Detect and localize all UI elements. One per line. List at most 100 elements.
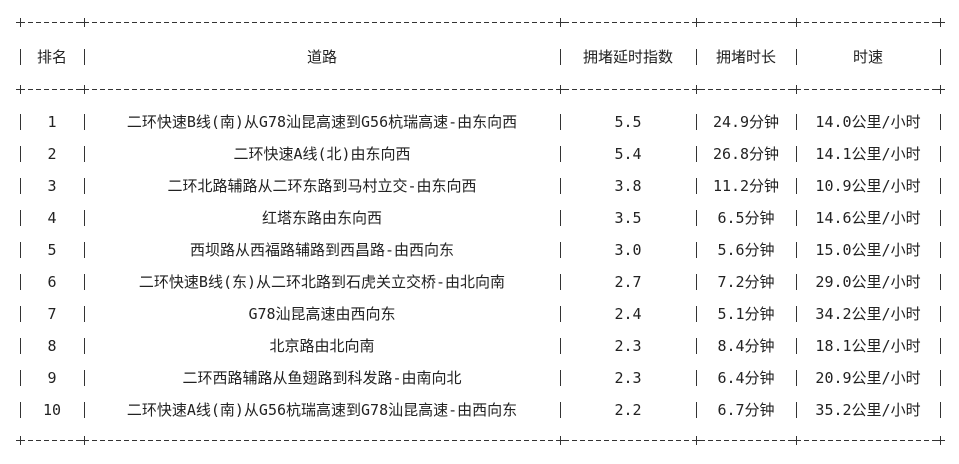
column-separator xyxy=(940,370,941,386)
table-row-cell: 5.5 xyxy=(614,113,642,131)
column-separator xyxy=(696,146,697,162)
column-separator xyxy=(560,402,561,418)
column-separator xyxy=(84,306,85,322)
table-row: 1 二环快速B线(南)从G78汕昆高速到G56杭瑞高速-由东向西 5.5 24.9分钟… xyxy=(0,112,959,132)
table-row-cell: 14.0公里/小时 xyxy=(815,113,921,131)
table-row-cell: 5 xyxy=(47,241,57,259)
border-corner xyxy=(556,18,565,27)
table-row-cell: 2 xyxy=(47,145,57,163)
column-separator xyxy=(560,114,561,130)
column-separator xyxy=(84,274,85,290)
table-row-cell: 二环快速B线(东)从二环北路到石虎关立交桥-由北向南 xyxy=(138,273,506,291)
table-row: 3 二环北路辅路从二环东路到马村立交-由东向西 3.8 11.2分钟 10.9公里/小时 xyxy=(0,176,959,196)
column-separator xyxy=(696,370,697,386)
column-separator xyxy=(84,210,85,226)
column-separator xyxy=(20,402,21,418)
column-separator xyxy=(84,338,85,354)
table-row-cell: 24.9分钟 xyxy=(712,113,780,131)
table-row: 9 二环西路辅路从鱼翅路到科发路-由南向北 2.3 6.4分钟 20.9公里/小时 xyxy=(0,368,959,388)
table-row: 6 二环快速B线(东)从二环北路到石虎关立交桥-由北向南 2.7 7.2分钟 29.0公… xyxy=(0,272,959,292)
column-separator xyxy=(796,306,797,322)
border-corner xyxy=(16,436,25,445)
table-row-cell: 6.5分钟 xyxy=(717,209,775,227)
border-corner xyxy=(692,18,701,27)
border-corner xyxy=(936,436,945,445)
table-border xyxy=(20,22,940,23)
table-row-cell: 35.2公里/小时 xyxy=(815,401,921,419)
column-separator xyxy=(940,210,941,226)
table-row-cell: 6.7分钟 xyxy=(717,401,775,419)
table-row-cell: 11.2分钟 xyxy=(712,177,780,195)
column-separator xyxy=(84,114,85,130)
column-separator xyxy=(560,210,561,226)
column-separator xyxy=(84,178,85,194)
header-row-cell: 道路 xyxy=(306,48,337,66)
table-row-cell: 3.8 xyxy=(614,177,642,195)
table-row-cell: 2.3 xyxy=(614,369,642,387)
table-row-cell: 西坝路从西福路辅路到西昌路-由西向东 xyxy=(189,241,455,259)
table-row-cell: 2.2 xyxy=(614,401,642,419)
column-separator xyxy=(696,306,697,322)
border-corner xyxy=(80,85,89,94)
table-row: 10 二环快速A线(南)从G56杭瑞高速到G78汕昆高速-由西向东 2.2 6.7分钟… xyxy=(0,400,959,420)
column-separator xyxy=(84,370,85,386)
table-row-cell: 29.0公里/小时 xyxy=(815,273,921,291)
column-separator xyxy=(940,242,941,258)
column-separator xyxy=(20,49,21,65)
border-corner xyxy=(692,436,701,445)
border-corner xyxy=(16,85,25,94)
table-row-cell: 8 xyxy=(47,337,57,355)
table-row-cell: 5.4 xyxy=(614,145,642,163)
table-row-cell: 2.3 xyxy=(614,337,642,355)
table-row-cell: 红塔东路由东向西 xyxy=(261,209,382,227)
table-row-cell: 7 xyxy=(47,305,57,323)
column-separator xyxy=(20,274,21,290)
column-separator xyxy=(20,210,21,226)
table-row: 8 北京路由北向南 2.3 8.4分钟 18.1公里/小时 xyxy=(0,336,959,356)
column-separator xyxy=(796,370,797,386)
column-separator xyxy=(560,49,561,65)
column-separator xyxy=(84,49,85,65)
column-separator xyxy=(796,114,797,130)
column-separator xyxy=(696,242,697,258)
column-separator xyxy=(796,402,797,418)
table-row-cell: 二环快速A线(北)由东向西 xyxy=(233,145,411,163)
column-separator xyxy=(84,402,85,418)
column-separator xyxy=(696,114,697,130)
table-row-cell: 15.0公里/小时 xyxy=(815,241,921,259)
column-separator xyxy=(696,338,697,354)
table-row: 2 二环快速A线(北)由东向西 5.4 26.8分钟 14.1公里/小时 xyxy=(0,144,959,164)
column-separator xyxy=(940,146,941,162)
table-row-cell: 二环快速B线(南)从G78汕昆高速到G56杭瑞高速-由东向西 xyxy=(126,113,518,131)
column-separator xyxy=(560,178,561,194)
column-separator xyxy=(796,274,797,290)
column-separator xyxy=(20,146,21,162)
table-row-cell: 6.4分钟 xyxy=(717,369,775,387)
column-separator xyxy=(560,306,561,322)
table-row-cell: 3.5 xyxy=(614,209,642,227)
table-row-cell: 二环西路辅路从鱼翅路到科发路-由南向北 xyxy=(182,369,462,387)
column-separator xyxy=(560,146,561,162)
column-separator xyxy=(696,210,697,226)
column-separator xyxy=(940,114,941,130)
column-separator xyxy=(560,370,561,386)
header-row-cell: 拥堵延时指数 xyxy=(582,48,673,66)
column-separator xyxy=(940,402,941,418)
column-separator xyxy=(940,49,941,65)
column-separator xyxy=(696,274,697,290)
table-row-cell: 二环快速A线(南)从G56杭瑞高速到G78汕昆高速-由西向东 xyxy=(126,401,518,419)
table-row-cell: 34.2公里/小时 xyxy=(815,305,921,323)
column-separator xyxy=(560,338,561,354)
column-separator xyxy=(796,210,797,226)
table-row-cell: 5.1分钟 xyxy=(717,305,775,323)
column-separator xyxy=(796,338,797,354)
header-row: 排名 道路 拥堵延时指数 拥堵时长 时速 xyxy=(0,47,959,67)
column-separator xyxy=(796,242,797,258)
border-corner xyxy=(936,85,945,94)
border-corner xyxy=(556,85,565,94)
table-row-cell: 二环北路辅路从二环东路到马村立交-由东向西 xyxy=(167,177,477,195)
column-separator xyxy=(796,178,797,194)
column-separator xyxy=(796,49,797,65)
table-row-cell: 8.4分钟 xyxy=(717,337,775,355)
table-row-cell: 10 xyxy=(42,401,62,419)
